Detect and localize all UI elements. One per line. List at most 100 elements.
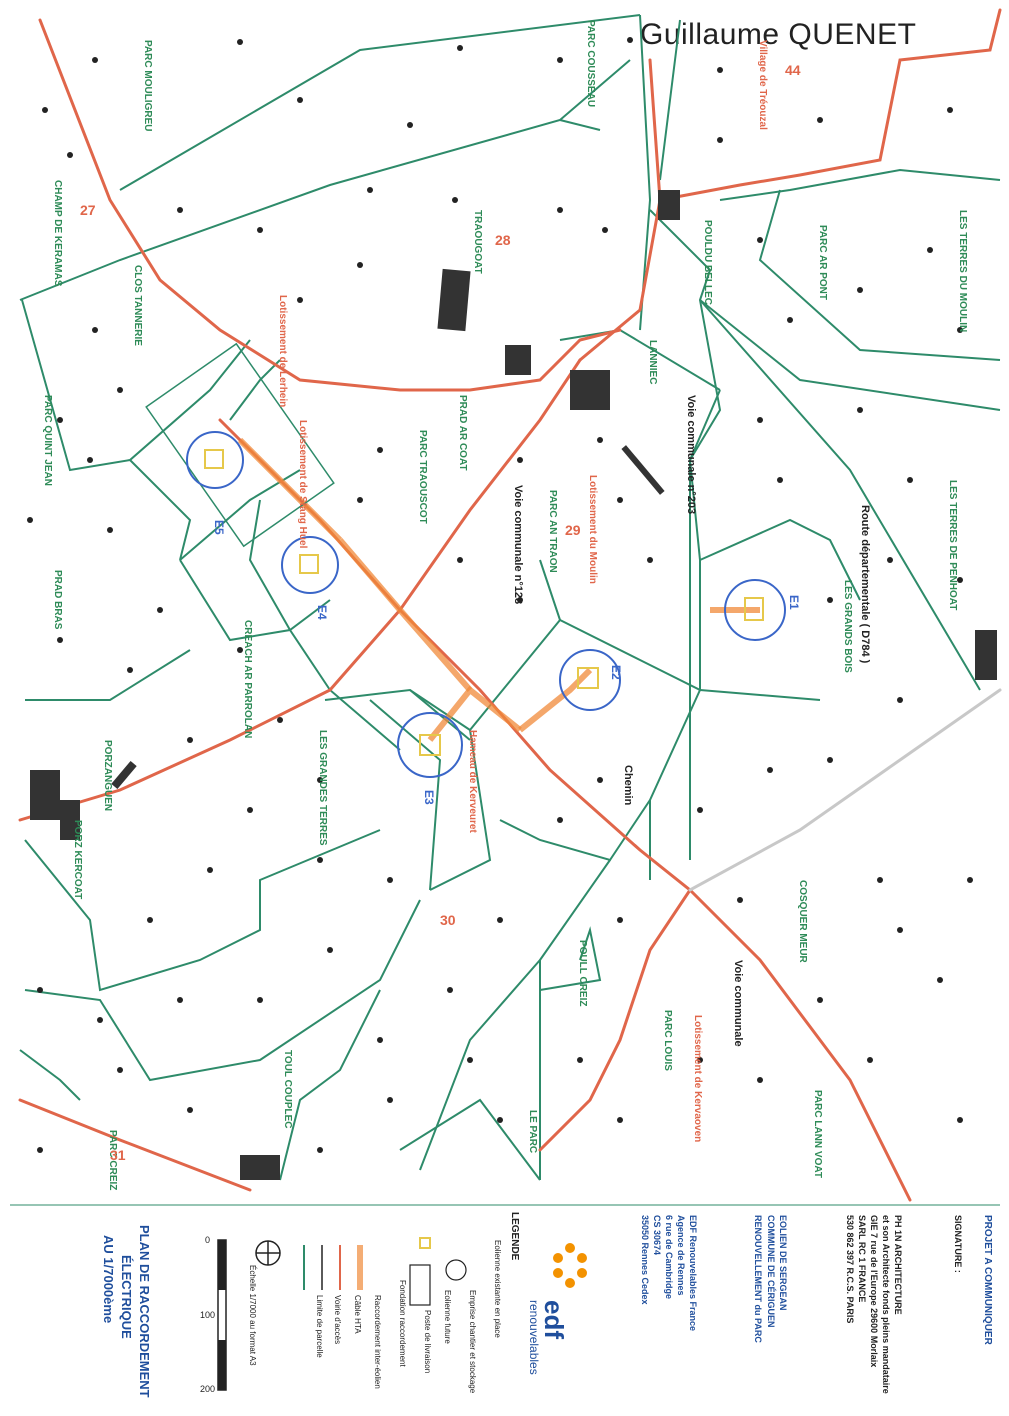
cable-e2 xyxy=(518,667,593,733)
svg-text:35050 Rennes Cedex: 35050 Rennes Cedex xyxy=(640,1215,650,1305)
svg-text:ÉLECTRIQUE: ÉLECTRIQUE xyxy=(119,1255,134,1339)
lieu-label: PORZ KERCOAT xyxy=(72,820,83,899)
turbine-e1[interactable]: E1 xyxy=(724,579,801,641)
svg-text:30: 30 xyxy=(440,912,456,928)
lieu-label: PRAD AR COAT xyxy=(457,395,468,471)
brand-sub: renouvelables xyxy=(527,1300,541,1375)
lieu-label: LES GRANDS BOIS xyxy=(842,580,853,673)
lieu-label: TRAOUGOAT xyxy=(472,210,483,274)
lieu-label: TOUL COUPLEC xyxy=(282,1050,293,1129)
road-labels: Route départementale ( D784 ) Voie commu… xyxy=(512,395,871,1047)
svg-text:28: 28 xyxy=(495,232,511,248)
svg-text:AU 1/7000ème: AU 1/7000ème xyxy=(101,1235,116,1323)
cable-routes xyxy=(237,437,760,742)
project-title: PROJET A COMMUNIQUER xyxy=(982,1215,993,1346)
lieu-label: CHAMP DE KERAMAS xyxy=(52,180,63,287)
svg-text:GIE 7 rue de l'Europe 29600 Mo: GIE 7 rue de l'Europe 29600 Morlaix xyxy=(869,1215,879,1367)
locality-labels: PARC COUSSEAU PARC MOULIGREU CHAMP DE KE… xyxy=(42,20,968,1190)
lieu-label: LE PARC xyxy=(527,1110,538,1153)
legend-item: Poste de livraison xyxy=(423,1310,432,1373)
legend-title: LEGENDE xyxy=(509,1212,520,1261)
svg-text:29: 29 xyxy=(565,522,581,538)
legend-item: Raccordement inter-éolien xyxy=(373,1295,382,1389)
title-block: EDF Renouvelables France Agence de Renne… xyxy=(640,1215,788,1343)
turbine-label-e1: E1 xyxy=(787,595,801,610)
turbine-label-e3: E3 xyxy=(422,790,436,805)
plan-title: PLAN DE RACCORDEMENT ÉLECTRIQUE AU 1/700… xyxy=(101,1225,152,1398)
lieu-label: PARC CREIZ xyxy=(107,1130,118,1190)
scale-tick: 100 xyxy=(200,1310,215,1320)
signature-header: Guillaume QUENET xyxy=(640,18,917,51)
scale-bar: 0 100 200 xyxy=(200,1235,227,1394)
legend-item: Limite de parcelle xyxy=(315,1295,324,1358)
annotation-label: Lotissement de Lerhein xyxy=(277,295,288,407)
cable-e3-link xyxy=(427,685,522,742)
legend-item: Échelle 1/7000 au format A3 xyxy=(248,1265,257,1366)
turbine-label-e2: E2 xyxy=(609,665,623,680)
svg-text:Agence de Rennes: Agence de Rennes xyxy=(676,1215,686,1296)
svg-text:44: 44 xyxy=(785,62,801,78)
road-label-vc128: Voie communale n°128 xyxy=(512,485,524,604)
turbine-e4[interactable]: E4 xyxy=(281,536,339,620)
lieu-label: PARC TRAOUSCOT xyxy=(417,430,428,524)
lieu-label: PARC AN TRAON xyxy=(547,490,558,573)
road-ne xyxy=(658,8,1002,202)
svg-text:COMMUNE DE CÉRIGUEN: COMMUNE DE CÉRIGUEN xyxy=(766,1215,776,1328)
turbine-e2[interactable]: E2 xyxy=(559,649,623,711)
lieu-label: LANNIEC xyxy=(647,340,658,384)
road-label-d784: Route départementale ( D784 ) xyxy=(859,505,871,664)
svg-text:27: 27 xyxy=(80,202,96,218)
legend-item: Eolienne future xyxy=(443,1290,452,1344)
svg-text:PLAN DE RACCORDEMENT: PLAN DE RACCORDEMENT xyxy=(137,1225,152,1398)
lieu-label: PARC AR PONT xyxy=(817,225,828,300)
annotation-label: Lotissement de Kervaoven xyxy=(692,1015,703,1142)
annotation-label: Lotissement de Stang Huel xyxy=(297,420,308,549)
svg-text:CS 30674: CS 30674 xyxy=(652,1215,662,1255)
company-block: PH 1N ARCHITECTURE et son Architecte fon… xyxy=(845,1215,963,1394)
lieu-label: PARC MOULIGREU xyxy=(142,40,153,131)
turbines[interactable]: E5 E4 E3 E2 E1 xyxy=(145,342,801,805)
legend-item: Fondation raccordement xyxy=(398,1280,407,1367)
cable-e5-e4 xyxy=(237,437,343,543)
road-diagonal-main xyxy=(38,18,622,392)
lieu-label: CLOS TANNERIE xyxy=(132,265,143,346)
turbine-e5[interactable]: E5 xyxy=(145,342,335,548)
legend-item: Voirie d'accès xyxy=(333,1295,342,1344)
lieu-label: LES TERRES DU MOULIN xyxy=(957,210,968,332)
lieu-label: PARC COUSSEAU xyxy=(585,20,596,107)
buildings xyxy=(30,190,997,1180)
red-annotations: Lotissement de Lerhein Lotissement de St… xyxy=(277,40,768,1142)
north-arrow-icon xyxy=(255,1240,281,1266)
svg-text:et son Architecte fonds pleins: et son Architecte fonds pleins mandatair… xyxy=(881,1215,891,1394)
turbine-label-e4: E4 xyxy=(315,605,329,620)
svg-text:31: 31 xyxy=(110,1147,126,1163)
road-label-vc: Voie communale xyxy=(732,960,744,1047)
parcel-boundaries xyxy=(19,14,1001,1181)
lieu-label: LES GRANDES TERRES xyxy=(317,730,328,846)
cable-e4-e3 xyxy=(337,538,473,692)
road-label-chemin: Chemin xyxy=(622,765,634,806)
road-south xyxy=(538,888,692,1152)
legend-item: Eolienne existante en place xyxy=(493,1240,502,1338)
legend-item: Câble HTA xyxy=(353,1295,362,1334)
scale-tick: 0 xyxy=(205,1235,210,1245)
road-east-gray xyxy=(688,688,1002,892)
annotation-label: Village de Tréouzal xyxy=(757,40,768,130)
lieu-label: PARC LANN VOAT xyxy=(812,1090,823,1178)
svg-text:PH 1N ARCHITECTURE: PH 1N ARCHITECTURE xyxy=(893,1215,903,1315)
annotation-label: Lotissement du Moulin xyxy=(587,475,598,584)
lieu-label: PARC QUINT JEAN xyxy=(42,395,53,486)
brand-name: edf xyxy=(539,1300,569,1339)
scatter-points xyxy=(27,37,973,1153)
scale-tick: 200 xyxy=(200,1384,215,1394)
legend-items: LEGENDE Eolienne existante en place Empr… xyxy=(248,1212,520,1394)
road-label-vc203: Voie communale n°203 xyxy=(685,395,697,514)
svg-text:SIGNATURE :: SIGNATURE : xyxy=(953,1215,963,1273)
turbine-e3[interactable]: E3 xyxy=(397,712,463,805)
lieu-label: PRAD BRAS xyxy=(52,570,63,630)
lieu-label: POULDU BELLEC xyxy=(702,220,713,305)
annotation-label: Hameau de Kerveuret xyxy=(467,730,478,833)
turbine-label-e5: E5 xyxy=(212,520,226,535)
parcel-numbers: 27 28 29 30 31 44 xyxy=(80,62,801,1163)
